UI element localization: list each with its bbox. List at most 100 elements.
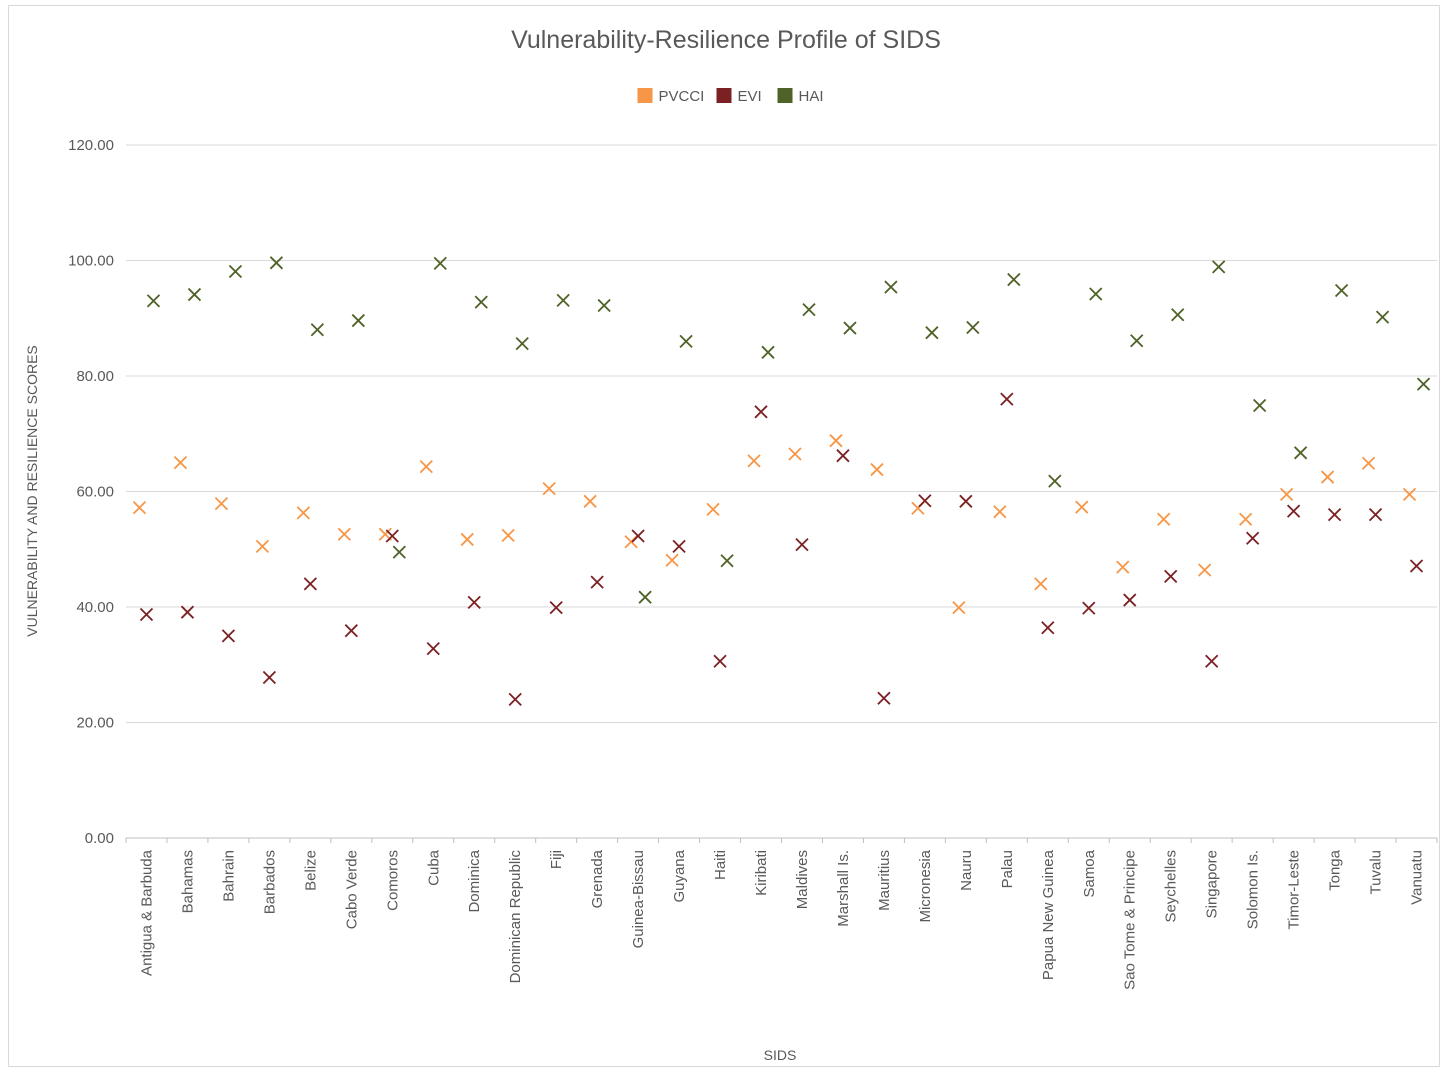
data-point-pvcci — [255, 539, 270, 553]
data-point-evi — [877, 691, 891, 705]
data-point-pvcci — [1116, 560, 1130, 574]
chart-frame — [8, 5, 1440, 1067]
data-point-pvcci — [747, 454, 761, 468]
legend-swatch-pvcci — [637, 88, 653, 103]
data-point-evi — [1041, 621, 1055, 635]
x-category-label: Barbados — [261, 850, 278, 914]
data-point-hai — [474, 295, 488, 309]
data-point-evi — [385, 529, 399, 543]
data-point-pvcci — [173, 455, 188, 470]
x-category-label: Antigua & Barbuda — [138, 849, 155, 976]
legend-label: HAI — [799, 88, 824, 105]
data-point-hai — [1212, 260, 1226, 274]
x-category-label: Belize — [302, 850, 319, 891]
data-point-pvcci — [214, 496, 229, 511]
data-point-evi — [959, 494, 973, 508]
data-point-pvcci — [542, 481, 556, 496]
data-point-evi — [1205, 654, 1219, 668]
x-category-label: Papua New Guinea — [1040, 849, 1057, 980]
data-point-evi — [1409, 559, 1424, 573]
data-point-evi — [139, 607, 154, 622]
x-category-label: Timor-Leste — [1286, 850, 1303, 929]
data-points — [132, 256, 1431, 707]
x-category-label: Nauru — [958, 850, 975, 891]
y-tick-label: 100.00 — [68, 253, 114, 270]
data-point-hai — [515, 337, 529, 351]
data-point-hai — [720, 554, 734, 568]
gridlines — [126, 144, 1437, 839]
x-category-label: Samoa — [1081, 849, 1098, 897]
data-point-pvcci — [132, 501, 147, 515]
x-category-label: Singapore — [1204, 850, 1221, 918]
data-point-pvcci — [665, 553, 679, 567]
y-tick-label: 120.00 — [68, 137, 114, 154]
x-category-label: Grenada — [589, 849, 606, 908]
x-category-label: Kiribati — [753, 850, 770, 896]
x-category-label: Dominican Republic — [507, 850, 524, 984]
data-point-pvcci — [1034, 577, 1048, 591]
legend: PVCCI EVI HAI — [637, 88, 824, 105]
data-point-evi — [918, 494, 932, 508]
data-point-pvcci — [829, 434, 843, 448]
data-point-evi — [631, 529, 645, 543]
y-tick-label: 40.00 — [76, 599, 114, 616]
data-point-pvcci — [1198, 563, 1212, 577]
data-point-hai — [351, 313, 365, 328]
data-point-evi — [754, 405, 768, 419]
data-point-evi — [467, 595, 481, 610]
data-point-evi — [549, 600, 563, 615]
x-axis-title: SIDS — [764, 1047, 797, 1063]
data-point-hai — [802, 302, 816, 317]
data-point-pvcci — [993, 505, 1007, 519]
data-point-evi — [836, 449, 850, 463]
legend-label: PVCCI — [659, 88, 705, 105]
data-point-evi — [344, 624, 358, 638]
data-point-evi — [180, 605, 195, 619]
data-point-hai — [966, 320, 980, 335]
data-point-hai — [638, 590, 652, 604]
data-point-evi — [1123, 593, 1137, 607]
data-point-pvcci — [1402, 487, 1417, 502]
data-point-pvcci — [296, 506, 310, 520]
data-point-evi — [672, 539, 686, 553]
data-point-evi — [1000, 392, 1014, 406]
x-category-label: Sao Tome & Principe — [1122, 850, 1139, 990]
data-point-hai — [187, 287, 202, 302]
data-point-evi — [426, 641, 440, 656]
x-category-label: Haiti — [712, 850, 729, 880]
data-point-evi — [713, 654, 727, 668]
data-point-hai — [1375, 310, 1390, 324]
y-tick-label: 80.00 — [76, 368, 114, 385]
data-point-pvcci — [870, 462, 884, 477]
x-category-label: Guyana — [671, 849, 688, 902]
data-point-evi — [508, 692, 522, 707]
y-tick-label: 0.00 — [85, 830, 114, 847]
data-point-pvcci — [706, 502, 720, 517]
data-point-hai — [597, 298, 611, 313]
data-point-pvcci — [1075, 500, 1089, 514]
x-category-label: Fiji — [548, 850, 565, 869]
data-point-hai — [228, 264, 243, 279]
data-point-evi — [1246, 531, 1260, 545]
data-point-hai — [146, 294, 161, 308]
x-category-label: Cabo Verde — [343, 850, 360, 929]
data-point-pvcci — [1279, 487, 1294, 502]
legend-swatch-evi — [716, 88, 732, 103]
x-category-label: Seychelles — [1163, 850, 1180, 923]
data-point-evi — [795, 537, 809, 552]
data-point-hai — [1293, 446, 1308, 460]
data-point-hai — [310, 323, 324, 337]
data-point-pvcci — [1157, 512, 1171, 526]
x-category-label: Tuvalu — [1368, 850, 1385, 894]
data-point-pvcci — [419, 460, 433, 474]
x-category-label: Palau — [999, 850, 1016, 888]
data-point-pvcci — [1320, 470, 1335, 484]
data-point-evi — [1164, 569, 1178, 584]
data-point-pvcci — [501, 528, 515, 543]
data-point-hai — [679, 334, 693, 348]
data-point-hai — [1171, 308, 1185, 322]
data-point-hai — [269, 256, 284, 270]
x-axis-category-labels: Antigua & Barbuda Bahamas Bahrain Barbados B… — [125, 838, 1438, 990]
data-point-pvcci — [583, 494, 597, 508]
x-category-label: Tonga — [1327, 849, 1344, 891]
